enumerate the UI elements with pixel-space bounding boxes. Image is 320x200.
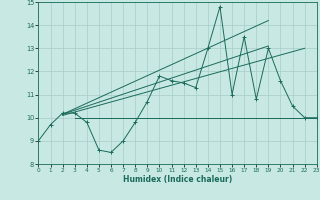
- X-axis label: Humidex (Indice chaleur): Humidex (Indice chaleur): [123, 175, 232, 184]
